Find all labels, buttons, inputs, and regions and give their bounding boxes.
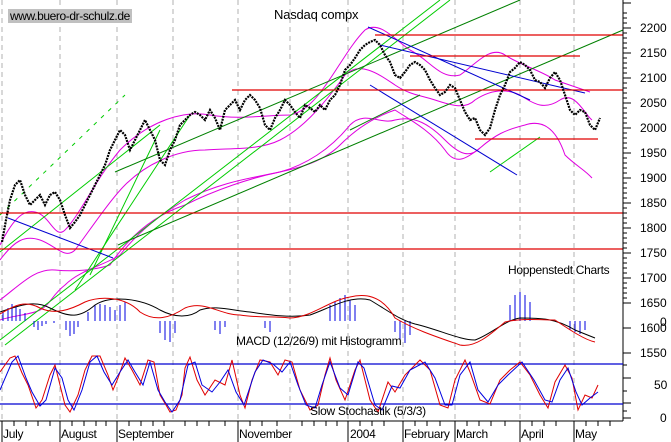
stoch-tick-0: 0 <box>660 411 667 425</box>
downtrend-lines <box>7 26 586 259</box>
chart-title: Nasdaq compx <box>274 7 359 22</box>
month-label-july: July <box>3 427 24 441</box>
candlesticks <box>0 38 602 243</box>
macd-line <box>0 298 596 341</box>
long-trendlines <box>114 0 624 246</box>
price-tick-2150: 2150 <box>640 46 667 60</box>
source-label: Hoppenstedt Charts <box>508 263 610 277</box>
price-tick-1900: 1900 <box>640 171 667 185</box>
month-label-april: April <box>521 427 544 441</box>
price-tick-1750: 1750 <box>640 246 667 260</box>
price-tick-1850: 1850 <box>640 196 667 210</box>
bollinger-bands <box>0 27 593 321</box>
price-tick-1800: 1800 <box>640 221 667 235</box>
price-axis-ticks <box>623 2 631 419</box>
time-axis <box>0 420 623 442</box>
vertical-gridlines <box>1 0 575 421</box>
month-label-august: August <box>61 427 97 441</box>
month-label-september: September <box>118 427 174 441</box>
month-label-may: May <box>575 427 597 441</box>
price-tick-2000: 2000 <box>640 121 667 135</box>
stoch-tick-50: 50 <box>654 378 668 392</box>
price-tick-2100: 2100 <box>640 71 667 85</box>
price-tick-2050: 2050 <box>640 96 667 110</box>
price-tick-1600: 1600 <box>640 321 667 335</box>
price-tick-2200: 2200 <box>640 21 667 35</box>
price-tick-1700: 1700 <box>640 271 667 285</box>
price-tick-1650: 1650 <box>640 296 667 310</box>
month-label-march: March <box>456 427 488 441</box>
stochastic-panel-label: Slow Stochastik (5/3/3) <box>310 404 426 418</box>
price-tick-1950: 1950 <box>640 146 667 160</box>
site-badge: www.buero-dr-schulz.de <box>8 9 132 23</box>
month-label-november: November <box>239 427 292 441</box>
month-label-2004: 2004 <box>350 427 376 441</box>
stochastic-d-line <box>0 355 599 413</box>
stochastic-bands <box>0 363 623 405</box>
time-axis-minor-ticks <box>13 421 611 426</box>
macd-panel-label: MACD (12/26/9) mit Histogramm <box>236 334 402 348</box>
month-label-february: February <box>404 427 450 441</box>
price-axis-minor-ticks <box>623 12 627 412</box>
support-resistance-lines <box>0 34 623 250</box>
uptrend-lines <box>0 0 541 346</box>
price-tick-1550: 1550 <box>640 346 667 360</box>
macd-signal-line <box>0 295 596 346</box>
macd-tick-0: 0 <box>660 315 667 329</box>
